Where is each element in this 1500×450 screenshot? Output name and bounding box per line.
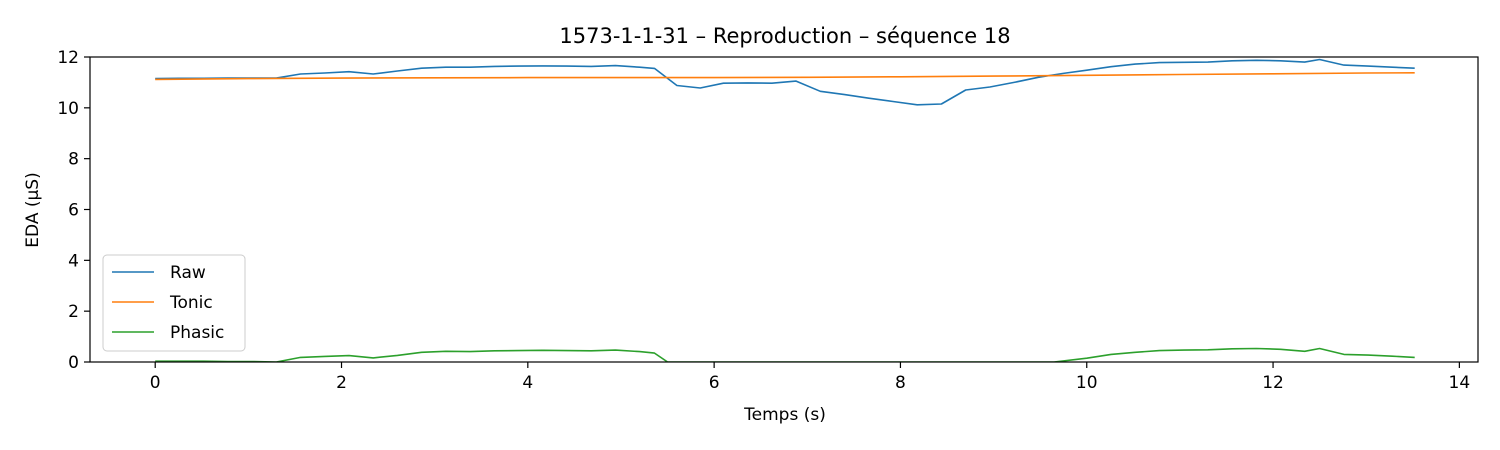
legend-label-raw: Raw (170, 263, 206, 283)
x-tick-label: 2 (336, 373, 347, 393)
x-tick-label: 14 (1449, 373, 1471, 393)
x-tick-label: 10 (1076, 373, 1098, 393)
plot-area (155, 58, 1415, 362)
plot-frame (89, 56, 1479, 363)
x-tick-label: 8 (895, 373, 906, 393)
legend: Raw Tonic Phasic (102, 254, 246, 352)
y-tick-label: 4 (68, 251, 79, 271)
y-tick-label: 10 (57, 99, 79, 119)
chart-title: 1573-1-1-31 – Reproduction – séquence 18 (559, 24, 1010, 48)
y-tick-label: 2 (68, 302, 79, 322)
legend-label-tonic: Tonic (169, 293, 213, 313)
y-tick-label: 12 (57, 48, 79, 68)
y-axis-title: EDA (µS) (23, 172, 43, 247)
y-tick-label: 8 (68, 150, 79, 170)
legend-label-phasic: Phasic (170, 323, 224, 343)
x-tick-label: 4 (522, 373, 533, 393)
legend-box (102, 254, 246, 352)
y-axis: 0 2 4 6 8 10 12 (57, 48, 90, 373)
x-tick-label: 12 (1262, 373, 1284, 393)
x-tick-label: 0 (150, 373, 161, 393)
series-line-phasic (155, 347, 1415, 362)
y-tick-label: 6 (68, 201, 79, 221)
x-axis: 0 2 4 6 8 10 12 14 (150, 362, 1470, 393)
x-tick-label: 6 (709, 373, 720, 393)
x-axis-title: Temps (s) (743, 405, 826, 425)
y-tick-label: 0 (68, 353, 79, 373)
series-line-tonic (155, 72, 1415, 81)
series-line-raw (155, 58, 1415, 106)
